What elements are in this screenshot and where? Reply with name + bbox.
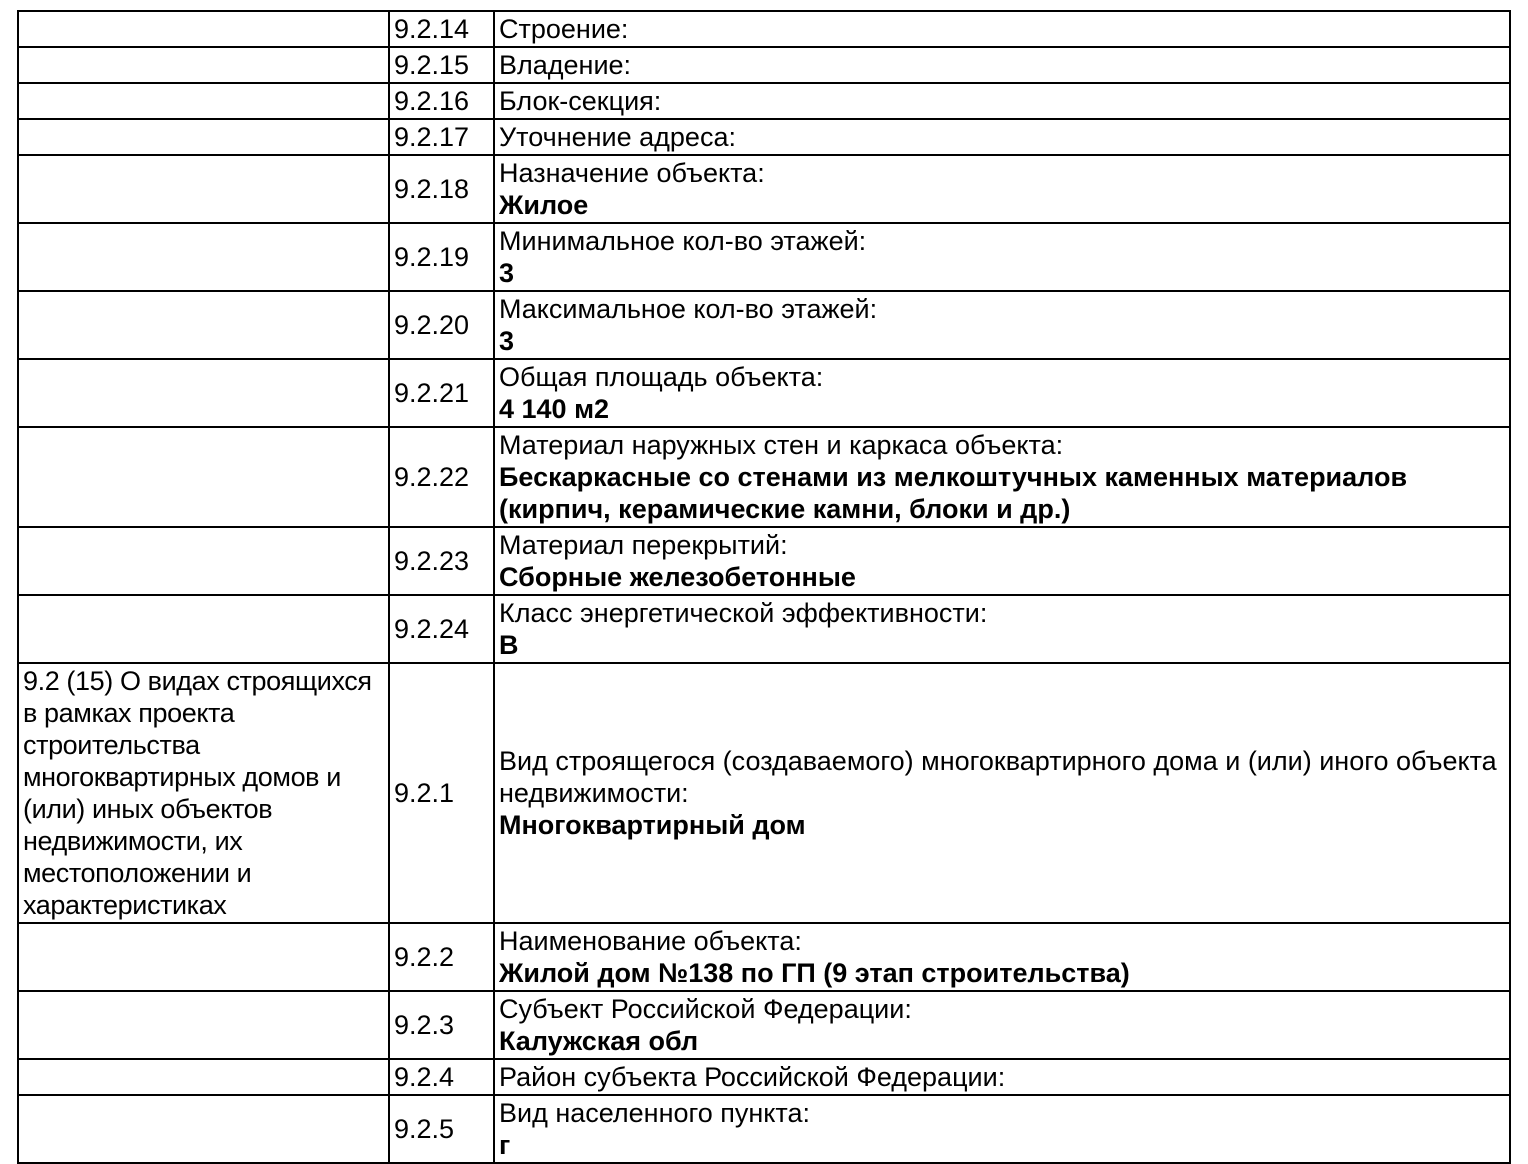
row-code-cell: 9.2.24 — [388, 594, 495, 664]
field-label: Максимальное кол-во этажей: — [499, 294, 878, 324]
field-value: Жилое — [499, 190, 589, 220]
section-description-cell — [17, 526, 390, 596]
table-row: 9.2.3 Субъект Российской Федерации: Калу… — [17, 990, 1511, 1060]
row-content-cell: Район субъекта Российской Федерации: — [493, 1058, 1511, 1096]
table-row: 9.2.23 Материал перекрытий: Сборные желе… — [17, 526, 1511, 596]
field-label: Субъект Российской Федерации: — [499, 994, 912, 1024]
row-content-cell: Субъект Российской Федерации: Калужская … — [493, 990, 1511, 1060]
table-row: 9.2.14 Строение: — [17, 10, 1511, 48]
project-declaration-table: 9.2.14 Строение: 9.2.15 Владение: 9.2.16… — [17, 10, 1511, 1164]
row-code-cell: 9.2.3 — [388, 990, 495, 1060]
table-row: 9.2.24 Класс энергетической эффективност… — [17, 594, 1511, 664]
row-code-cell: 9.2.1 — [388, 662, 495, 924]
field-label: Уточнение адреса: — [499, 122, 736, 152]
section-description-cell — [17, 594, 390, 664]
row-content-cell: Наименование объекта: Жилой дом №138 по … — [493, 922, 1511, 992]
section-description-cell: 9.2 (15) О видах строящихся в рамках про… — [17, 662, 390, 924]
table-row: 9.2.15 Владение: — [17, 46, 1511, 84]
section-description-cell — [17, 222, 390, 292]
row-code-cell: 9.2.23 — [388, 526, 495, 596]
row-code-cell: 9.2.19 — [388, 222, 495, 292]
field-label: Район субъекта Российской Федерации: — [499, 1062, 1006, 1092]
row-content-cell: Назначение объекта: Жилое — [493, 154, 1511, 224]
row-code-cell: 9.2.15 — [388, 46, 495, 84]
section-description-cell — [17, 118, 390, 156]
field-value: Калужская обл — [499, 1026, 699, 1056]
field-label: Строение: — [499, 14, 629, 44]
row-code-cell: 9.2.4 — [388, 1058, 495, 1096]
field-label: Вид строящегося (создаваемого) многоквар… — [499, 746, 1497, 808]
section-description-cell — [17, 922, 390, 992]
row-content-cell: Строение: — [493, 10, 1511, 48]
row-content-cell: Материал наружных стен и каркаса объекта… — [493, 426, 1511, 528]
row-code-cell: 9.2.18 — [388, 154, 495, 224]
section-description-cell — [17, 1094, 390, 1164]
field-value: 3 — [499, 326, 515, 356]
field-value: 3 — [499, 258, 515, 288]
field-label: Материал наружных стен и каркаса объекта… — [499, 430, 1064, 460]
field-value: г — [499, 1130, 511, 1160]
row-content-cell: Класс энергетической эффективности: В — [493, 594, 1511, 664]
row-content-cell: Владение: — [493, 46, 1511, 84]
field-value: Жилой дом №138 по ГП (9 этап строительст… — [499, 958, 1130, 988]
section-description-cell — [17, 82, 390, 120]
table-row: 9.2.18 Назначение объекта: Жилое — [17, 154, 1511, 224]
section-description-cell — [17, 990, 390, 1060]
row-code-cell: 9.2.5 — [388, 1094, 495, 1164]
section-description-cell — [17, 358, 390, 428]
row-content-cell: Минимальное кол-во этажей: 3 — [493, 222, 1511, 292]
field-value: Сборные железобетонные — [499, 562, 856, 592]
row-code-cell: 9.2.21 — [388, 358, 495, 428]
row-content-cell: Вид строящегося (создаваемого) многоквар… — [493, 662, 1511, 924]
field-label: Материал перекрытий: — [499, 530, 788, 560]
section-description-cell — [17, 426, 390, 528]
table-row: 9.2.21 Общая площадь объекта: 4 140 м2 — [17, 358, 1511, 428]
table-row: 9.2.17 Уточнение адреса: — [17, 118, 1511, 156]
table-row: 9.2.22 Материал наружных стен и каркаса … — [17, 426, 1511, 528]
row-code-cell: 9.2.17 — [388, 118, 495, 156]
field-label: Вид населенного пункта: — [499, 1098, 811, 1128]
table-row: 9.2.4 Район субъекта Российской Федераци… — [17, 1058, 1511, 1096]
field-value: 4 140 м2 — [499, 394, 610, 424]
row-content-cell: Материал перекрытий: Сборные железобетон… — [493, 526, 1511, 596]
field-value: В — [499, 630, 519, 660]
field-label: Общая площадь объекта: — [499, 362, 824, 392]
field-value: Многоквартирный дом — [499, 810, 806, 840]
row-code-cell: 9.2.20 — [388, 290, 495, 360]
declaration-table-body: 9.2.14 Строение: 9.2.15 Владение: 9.2.16… — [17, 10, 1511, 1164]
row-content-cell: Максимальное кол-во этажей: 3 — [493, 290, 1511, 360]
row-content-cell: Блок-секция: — [493, 82, 1511, 120]
table-row: 9.2 (15) О видах строящихся в рамках про… — [17, 662, 1511, 924]
field-label: Назначение объекта: — [499, 158, 765, 188]
table-row: 9.2.2 Наименование объекта: Жилой дом №1… — [17, 922, 1511, 992]
table-row: 9.2.20 Максимальное кол-во этажей: 3 — [17, 290, 1511, 360]
section-description-cell — [17, 290, 390, 360]
field-label: Класс энергетической эффективности: — [499, 598, 988, 628]
field-label: Наименование объекта: — [499, 926, 802, 956]
field-label: Владение: — [499, 50, 632, 80]
row-content-cell: Общая площадь объекта: 4 140 м2 — [493, 358, 1511, 428]
section-description-cell — [17, 46, 390, 84]
field-label: Минимальное кол-во этажей: — [499, 226, 867, 256]
section-description-cell — [17, 154, 390, 224]
table-row: 9.2.16 Блок-секция: — [17, 82, 1511, 120]
field-value: Бескаркасные со стенами из мелкоштучных … — [499, 462, 1408, 524]
section-description-cell — [17, 10, 390, 48]
field-label: Блок-секция: — [499, 86, 662, 116]
table-row: 9.2.5 Вид населенного пункта: г — [17, 1094, 1511, 1164]
row-code-cell: 9.2.2 — [388, 922, 495, 992]
row-code-cell: 9.2.22 — [388, 426, 495, 528]
section-description-cell — [17, 1058, 390, 1096]
table-row: 9.2.19 Минимальное кол-во этажей: 3 — [17, 222, 1511, 292]
row-content-cell: Вид населенного пункта: г — [493, 1094, 1511, 1164]
row-code-cell: 9.2.16 — [388, 82, 495, 120]
row-content-cell: Уточнение адреса: — [493, 118, 1511, 156]
row-code-cell: 9.2.14 — [388, 10, 495, 48]
